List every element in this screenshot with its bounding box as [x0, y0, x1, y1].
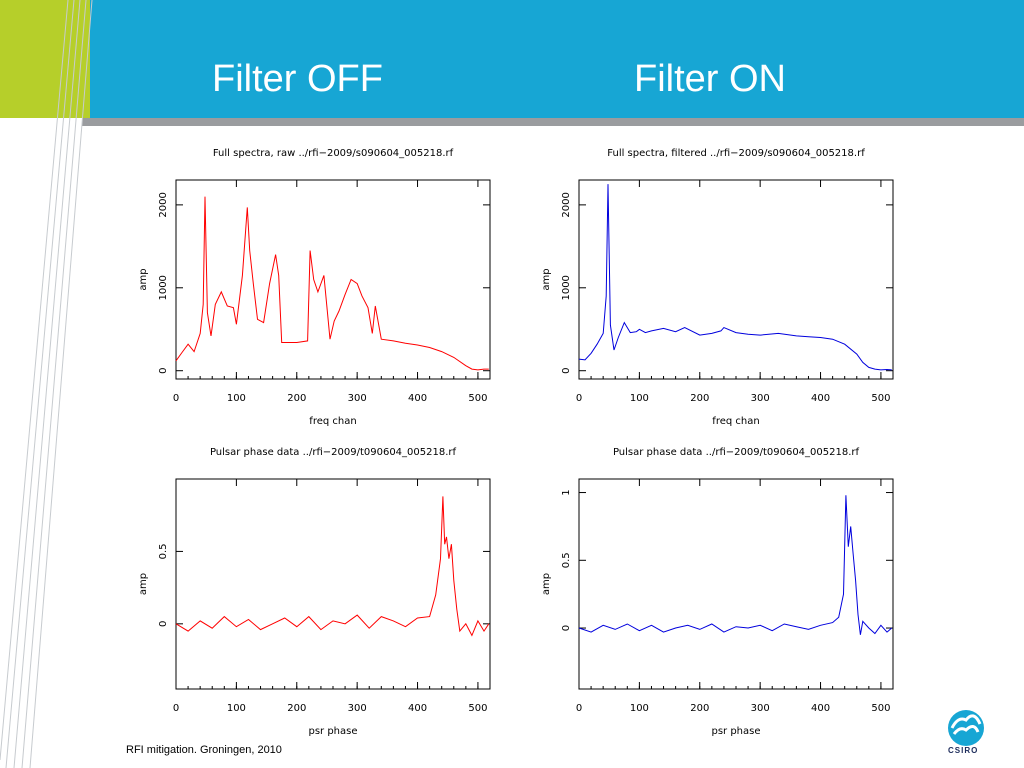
x-tick-label: 300	[348, 393, 367, 404]
y-axis-label: amp	[138, 268, 149, 290]
chart-1: Full spectra, raw ../rfi−2009/s090604_00…	[138, 148, 491, 427]
plot-frame	[175, 478, 491, 690]
plot-frame	[578, 179, 894, 380]
x-axis-label: psr phase	[308, 726, 357, 737]
series-line	[175, 196, 489, 371]
y-tick-label: 0	[158, 621, 169, 627]
y-tick-label: 0.5	[158, 543, 169, 559]
y-tick-label: 2000	[158, 192, 169, 217]
x-tick-label: 100	[227, 703, 246, 714]
x-tick-label: 400	[811, 703, 830, 714]
y-axis-label: amp	[541, 268, 552, 290]
x-tick-label: 100	[630, 703, 649, 714]
x-tick-label: 0	[173, 393, 179, 404]
x-tick-label: 0	[173, 703, 179, 714]
x-tick-label: 400	[408, 703, 427, 714]
chart-title: Pulsar phase data ../rfi−2009/t090604_00…	[613, 447, 860, 458]
title-filter-off: Filter OFF	[212, 58, 383, 100]
chart-2: Full spectra, filtered ../rfi−2009/s0906…	[541, 148, 894, 427]
x-tick-label: 0	[576, 393, 582, 404]
y-tick-label: 1000	[561, 275, 572, 300]
csiro-logo-icon	[948, 710, 984, 746]
y-axis-label: amp	[541, 573, 552, 595]
x-tick-label: 400	[811, 393, 830, 404]
chart-title: Full spectra, raw ../rfi−2009/s090604_00…	[213, 148, 454, 159]
x-tick-label: 200	[690, 703, 709, 714]
chart-4: Pulsar phase data ../rfi−2009/t090604_00…	[541, 447, 894, 737]
y-tick-label: 1	[561, 489, 572, 495]
x-axis-label: freq chan	[309, 416, 356, 427]
x-tick-label: 200	[287, 393, 306, 404]
title-filter-on: Filter ON	[634, 58, 786, 100]
x-tick-label: 300	[348, 703, 367, 714]
x-axis-label: freq chan	[712, 416, 759, 427]
y-tick-label: 2000	[561, 192, 572, 217]
y-tick-label: 0	[561, 368, 572, 374]
decorative-lines	[0, 0, 93, 768]
x-tick-label: 200	[690, 393, 709, 404]
x-tick-label: 500	[871, 393, 890, 404]
y-axis-label: amp	[138, 573, 149, 595]
x-tick-label: 500	[871, 703, 890, 714]
x-tick-label: 200	[287, 703, 306, 714]
plot-frame	[175, 179, 491, 380]
x-tick-label: 300	[751, 703, 770, 714]
x-tick-label: 500	[468, 703, 487, 714]
y-tick-label: 0.5	[561, 552, 572, 568]
header-grey-strip	[82, 118, 1024, 126]
x-tick-label: 100	[630, 393, 649, 404]
header-band	[0, 0, 1024, 118]
x-tick-label: 500	[468, 393, 487, 404]
x-tick-label: 100	[227, 393, 246, 404]
y-tick-label: 0	[158, 368, 169, 374]
x-tick-label: 300	[751, 393, 770, 404]
x-tick-label: 0	[576, 703, 582, 714]
chart-title: Full spectra, filtered ../rfi−2009/s0906…	[607, 148, 865, 159]
chart-title: Pulsar phase data ../rfi−2009/t090604_00…	[210, 447, 457, 458]
x-tick-label: 400	[408, 393, 427, 404]
series-line	[578, 495, 893, 635]
x-axis-label: psr phase	[711, 726, 760, 737]
y-tick-label: 0	[561, 625, 572, 631]
footer-text: RFI mitigation. Groningen, 2010	[126, 744, 282, 756]
y-tick-label: 1000	[158, 275, 169, 300]
series-line	[578, 184, 892, 371]
logo-text: CSIRO	[948, 746, 979, 755]
chart-3: Pulsar phase data ../rfi−2009/t090604_00…	[138, 447, 491, 737]
series-line	[175, 496, 490, 637]
